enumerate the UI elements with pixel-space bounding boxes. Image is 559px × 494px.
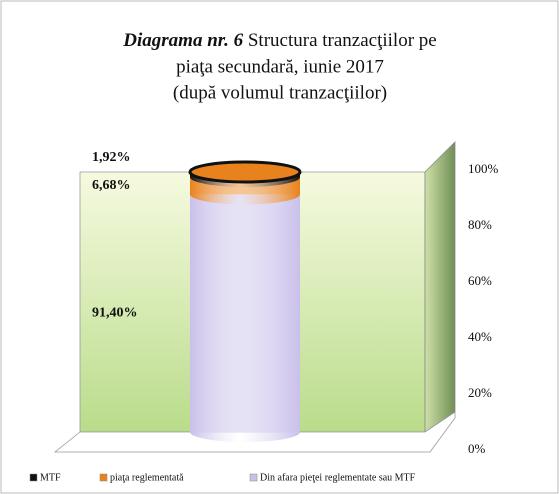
cylinder-segment [190, 176, 300, 205]
legend-label: MTF [40, 472, 61, 483]
y-tick-label: 20% [468, 385, 492, 400]
legend-swatch [249, 473, 258, 482]
data-label: 1,92% [92, 150, 131, 165]
side-wall [424, 141, 456, 433]
legend-swatch [99, 473, 108, 482]
y-tick-label: 40% [468, 329, 492, 344]
title-lead: Diagrama nr. 6 [122, 30, 243, 51]
y-tick-label: 60% [468, 273, 492, 288]
y-tick-label: 80% [468, 217, 492, 232]
y-tick-label: 0% [468, 441, 486, 456]
title-line: piaţa secundară, iunie 2017 [176, 56, 384, 77]
cylinder-segment [190, 194, 300, 442]
cylinder-segment [190, 172, 300, 187]
title-line: (după volumul tranzacţiilor) [173, 82, 387, 103]
data-label: 91,40% [92, 305, 138, 320]
y-tick-label: 100% [468, 161, 499, 176]
legend-label: Din afara pieţei reglementate sau MTF [260, 472, 416, 483]
data-label: 6,68% [92, 178, 131, 193]
legend-label: piaţa reglementată [110, 472, 184, 483]
chart-title: Diagrama nr. 6 Structura tranzacţiilor p… [122, 30, 436, 51]
cylinder-top [188, 160, 302, 184]
title-line: Structura tranzacţiilor pe [248, 30, 437, 51]
legend-swatch [29, 473, 38, 482]
